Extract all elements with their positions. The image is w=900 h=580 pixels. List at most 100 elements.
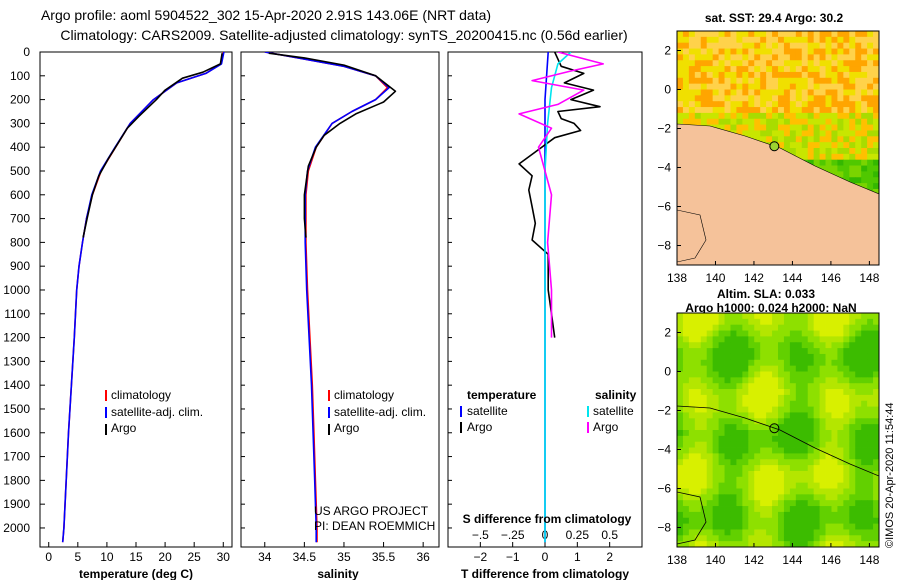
map-cell [873,488,879,495]
map-cell [807,517,815,524]
map-cell [677,336,684,343]
map-cell [748,54,755,61]
map-cell [677,348,684,355]
map-cell [825,148,832,155]
map-cell [754,42,761,49]
map-cell [724,517,731,524]
map-cell [801,371,809,378]
map-cell [831,159,838,166]
map-cell [831,424,838,431]
map-cell [789,394,797,402]
map-cell [730,336,737,343]
map-cell [712,36,719,44]
map-cell [873,95,879,102]
map-cell [688,107,696,114]
map-cell [760,60,767,67]
figure-title-line1: Argo profile: aoml 5904522_302 15-Apr-20… [41,7,491,23]
map-cell [742,418,749,425]
map-cell [742,348,749,355]
map-cell [813,31,820,38]
map-cell [677,66,684,73]
map-cell [819,488,826,495]
map-cell [766,482,773,489]
map-cell [694,318,702,326]
map-cell [807,148,815,155]
map-cell [778,107,785,114]
map-cell [778,42,785,49]
map-cell [807,418,815,425]
map-cell [789,60,797,67]
s-diff-tick-label: −.5 [472,528,489,542]
map-cell [825,506,832,513]
map-cell [677,60,684,67]
map-cell [760,412,767,419]
map-cell [807,313,815,320]
map-cell [855,136,862,143]
map-cell [795,124,803,131]
lon-tick-label: 146 [821,271,841,285]
map-cell [688,500,696,507]
map-cell [819,330,826,337]
map-cell [718,517,725,524]
map-cell [677,465,684,472]
map-cell [795,342,803,349]
map-cell [712,77,719,85]
map-cell [867,313,874,320]
map-cell [789,353,797,361]
map-cell [867,488,874,495]
map-cell [861,54,868,61]
map-cell [754,500,761,507]
map-cell [682,500,690,507]
map-cell [867,541,874,547]
map-cell [849,89,856,96]
map-cell [807,107,815,114]
lat-tick-label: 2 [664,44,671,58]
map-cell [831,118,838,125]
map-cell [772,400,779,407]
map-cell [825,324,832,331]
map-cell [831,318,838,326]
map-cell [736,31,743,38]
map-cell [724,447,731,454]
map-cell [861,383,868,390]
map-cell [837,71,844,79]
map-cell [700,424,708,431]
map-cell [849,153,856,161]
temperature-x-label: temperature (deg C) [79,567,193,580]
map-cell [837,89,844,96]
map-cell [748,371,755,378]
map-cell [831,165,838,172]
map-cell [736,529,743,536]
map-cell [736,83,743,90]
map-cell [849,77,856,85]
map-cell [688,324,696,331]
map-cell [837,529,844,536]
map-cell [772,506,779,513]
map-cell [873,459,879,466]
x-tick-label: 25 [188,550,202,564]
map-cell [718,89,725,96]
map-cell [831,330,838,337]
map-cell [760,400,767,407]
s-diff-tick-label: 0.5 [601,528,618,542]
map-cell [795,517,803,524]
map-cell [712,482,719,489]
map-cell [861,488,868,495]
map-cell [778,112,785,120]
map-cell [789,77,797,85]
map-cell [819,383,826,390]
map-cell [843,118,850,125]
map-cell [849,529,856,536]
map-cell [813,83,820,90]
map-cell [742,541,749,547]
map-cell [736,400,743,407]
map-cell [819,394,826,402]
map-cell [730,83,737,90]
map-cell [688,541,696,547]
map-cell [778,488,785,495]
map-cell [724,118,731,125]
lat-tick-label: −4 [657,443,671,457]
map-cell [754,482,761,489]
map-cell [688,441,696,448]
map-cell [831,171,838,178]
